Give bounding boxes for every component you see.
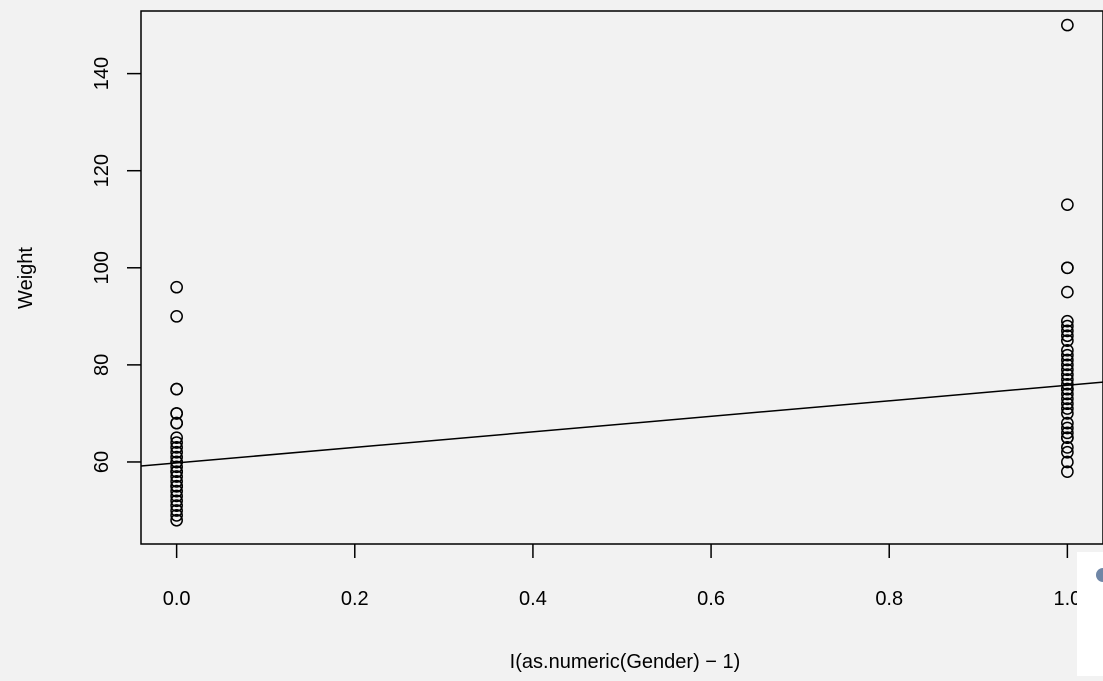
data-point (1061, 392, 1074, 406)
data-point (170, 484, 183, 498)
data-point (1061, 324, 1074, 338)
data-point (1061, 358, 1074, 372)
data-point (1061, 416, 1074, 430)
y-axis-title: Weight (15, 247, 37, 309)
y-axis: 60 80 100 120 140 (91, 57, 141, 473)
data-point (1061, 387, 1074, 401)
x-axis-title: I(as.numeric(Gender) − 1) (510, 651, 741, 673)
x-axis: 0.0 0.2 0.4 0.6 0.8 1.0 (163, 544, 1081, 610)
y-tick-label: 120 (91, 154, 113, 187)
data-point (170, 382, 183, 396)
data-point (1061, 397, 1074, 411)
data-point (170, 470, 183, 483)
data-point (1061, 329, 1074, 343)
data-point (170, 489, 183, 503)
data-points (170, 18, 1074, 527)
data-point (1061, 421, 1074, 435)
data-point (1061, 343, 1074, 357)
data-point (1061, 319, 1074, 333)
x-tick-label: 1.0 (1053, 588, 1081, 610)
data-point (1061, 445, 1074, 459)
data-point (1061, 407, 1074, 420)
data-point (170, 445, 183, 459)
data-point (1061, 261, 1074, 275)
data-point (1061, 382, 1074, 396)
data-point (170, 475, 183, 488)
data-point (1061, 18, 1074, 32)
regression-line (140, 381, 1103, 467)
regression-line-group (140, 381, 1103, 467)
y-tick-label: 80 (91, 354, 113, 376)
data-point (170, 509, 183, 522)
data-point (1061, 465, 1074, 479)
data-point (1061, 431, 1074, 445)
data-point (1061, 368, 1074, 381)
data-point (1061, 348, 1074, 362)
data-point (1061, 198, 1074, 212)
data-point (1061, 426, 1074, 440)
data-point (170, 407, 183, 420)
x-tick-label: 0.2 (341, 588, 369, 610)
data-point (170, 441, 183, 454)
data-point (1061, 314, 1074, 328)
data-point (170, 460, 183, 474)
data-point (170, 436, 183, 449)
data-point (1061, 363, 1074, 377)
x-tick-label: 0.6 (697, 588, 725, 610)
data-point (170, 309, 183, 323)
data-point (170, 431, 183, 445)
data-point (170, 465, 183, 479)
data-point (1061, 285, 1074, 299)
data-point (1061, 402, 1074, 415)
data-point (170, 504, 183, 517)
data-point (1061, 353, 1074, 367)
x-tick-label: 0.0 (163, 588, 191, 610)
data-point (170, 499, 183, 513)
plot-frame (140, 10, 1103, 545)
data-point (170, 479, 183, 493)
data-point (1061, 441, 1074, 454)
data-point (1061, 455, 1074, 469)
data-point (170, 416, 183, 430)
y-tick-label: 100 (91, 251, 113, 284)
y-tick-label: 140 (91, 57, 113, 90)
data-point (170, 513, 183, 527)
x-tick-label: 0.4 (519, 588, 547, 610)
floating-button-icon[interactable] (1096, 568, 1103, 582)
data-point (170, 280, 183, 294)
data-point (1061, 334, 1074, 347)
x-tick-label: 0.8 (875, 588, 903, 610)
data-point (170, 494, 183, 508)
y-tick-label: 60 (91, 451, 113, 473)
